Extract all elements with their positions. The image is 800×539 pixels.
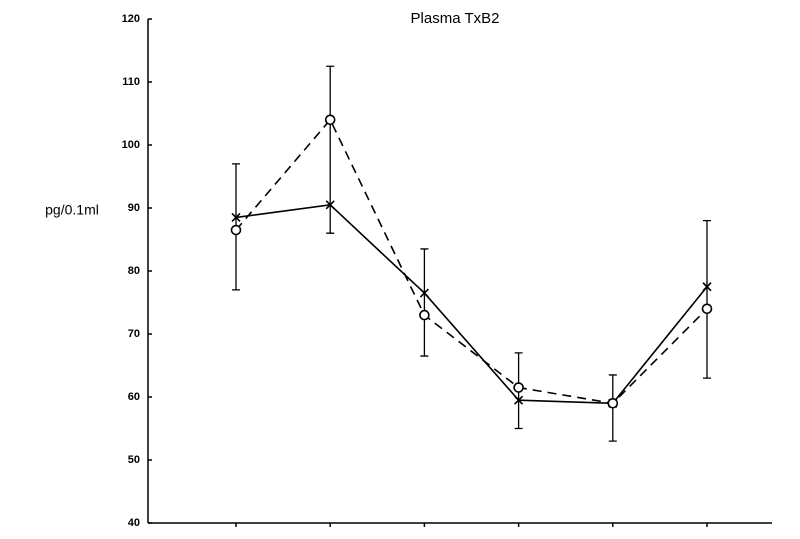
y-tick-label: 80 (128, 265, 140, 277)
error-bar (420, 248, 429, 357)
marker (607, 397, 619, 409)
series-line (235, 204, 708, 405)
y-tick-label: 110 (122, 76, 140, 88)
y-tick-label: 120 (122, 13, 140, 25)
y-tick-label: 90 (128, 202, 140, 214)
y-axis-label: pg/0.1ml (45, 202, 99, 218)
series-line (235, 118, 708, 405)
y-tick-label: 100 (122, 139, 140, 151)
error-bar (703, 219, 711, 379)
y-tick-label: 60 (128, 391, 140, 403)
marker (230, 224, 242, 236)
marker (231, 212, 241, 223)
marker (702, 282, 712, 292)
marker (419, 309, 430, 321)
marker (419, 288, 429, 298)
marker (513, 382, 524, 393)
y-tick-label: 70 (128, 328, 140, 340)
chart-title: Plasma TxB2 (411, 10, 500, 27)
marker (325, 200, 335, 210)
marker (514, 395, 524, 405)
y-tick-label: 50 (128, 454, 140, 466)
marker (701, 303, 713, 315)
marker (324, 114, 336, 126)
y-tick-label: 40 (128, 517, 140, 529)
